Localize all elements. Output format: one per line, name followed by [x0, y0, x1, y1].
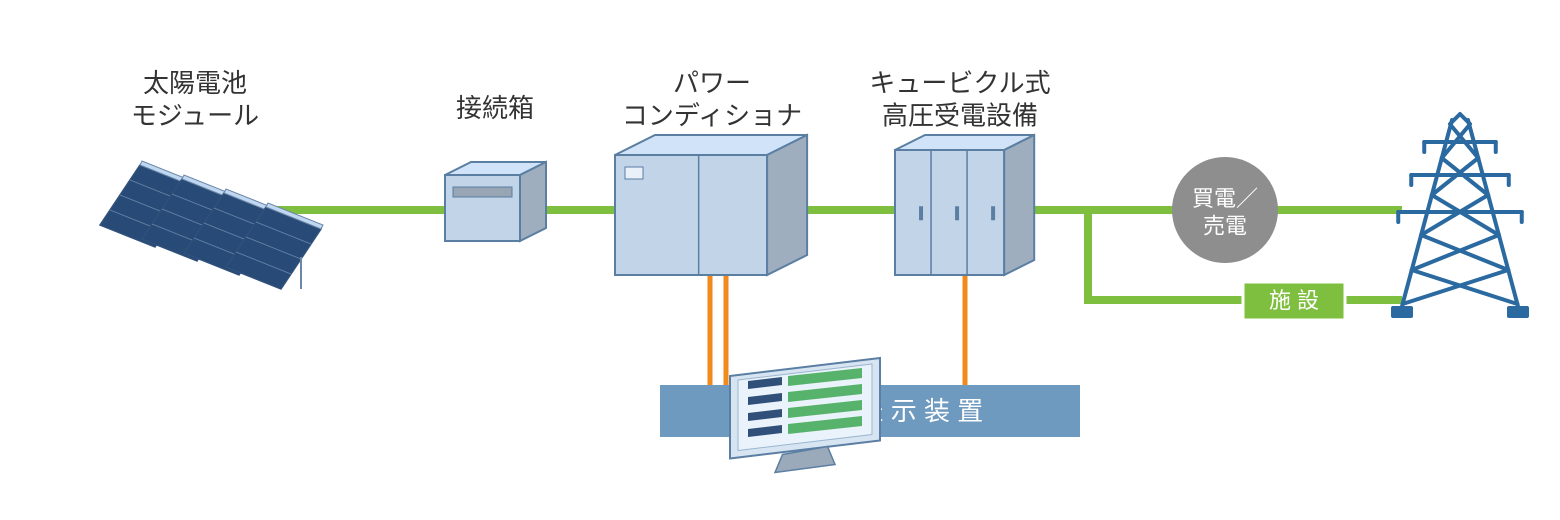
svg-text:太陽電池: 太陽電池 — [143, 68, 247, 98]
svg-text:高圧受電設備: 高圧受電設備 — [882, 100, 1038, 130]
power-conditioner-icon — [615, 135, 807, 275]
svg-text:モジュール: モジュール — [131, 100, 259, 130]
svg-text:接続箱: 接続箱 — [456, 93, 534, 123]
svg-text:キュービクル式: キュービクル式 — [869, 68, 1050, 98]
cubicle-icon — [895, 135, 1034, 275]
svg-text:施 設: 施 設 — [1269, 288, 1319, 313]
solar-system-diagram: 太陽電池モジュール接続箱パワーコンディショナキュービクル式高圧受電設備表 示 装… — [0, 0, 1560, 520]
svg-text:売電: 売電 — [1203, 213, 1247, 238]
svg-text:パワー: パワー — [673, 68, 751, 98]
junction-box-icon — [445, 162, 546, 241]
solar-panel-icon — [100, 161, 323, 289]
svg-text:コンディショナ: コンディショナ — [622, 100, 802, 130]
power-tower-icon — [1393, 114, 1527, 316]
display-monitor-icon — [730, 358, 880, 473]
diagram-stage: 太陽電池モジュール接続箱パワーコンディショナキュービクル式高圧受電設備表 示 装… — [0, 0, 1560, 520]
svg-text:買電／: 買電／ — [1192, 186, 1258, 211]
